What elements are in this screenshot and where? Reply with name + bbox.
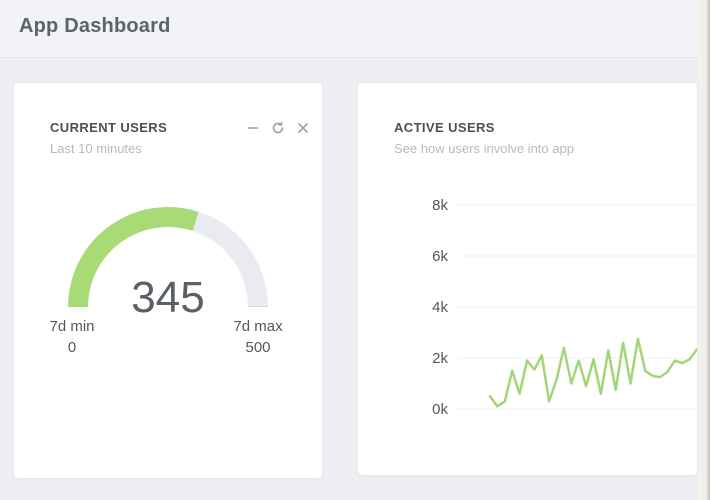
ytick-4k: 4k <box>432 299 448 316</box>
active-users-subtitle: See how users involve into app <box>394 141 574 156</box>
active-users-card: ACTIVE USERS See how users involve into … <box>358 83 697 475</box>
current-users-title: CURRENT USERS <box>50 120 168 135</box>
current-users-subtitle: Last 10 minutes <box>50 141 142 156</box>
ytick-2k: 2k <box>432 350 448 367</box>
current-users-card-header: CURRENT USERS Last 10 minutes <box>50 120 312 156</box>
close-icon[interactable] <box>296 121 310 135</box>
gauge-max-value: 500 <box>245 339 271 356</box>
active-users-title: ACTIVE USERS <box>394 120 495 135</box>
page-title: App Dashboard <box>19 15 171 37</box>
gauge-min-label: 7d min <box>49 318 95 335</box>
minimize-icon[interactable] <box>246 121 260 135</box>
refresh-icon[interactable] <box>271 121 285 135</box>
gauge-min-block: 7d min 0 <box>39 316 105 358</box>
active-users-line <box>488 337 697 408</box>
gauge-min-value: 0 <box>67 339 77 356</box>
card-action-buttons <box>246 121 310 135</box>
active-users-card-header: ACTIVE USERS See how users involve into … <box>394 120 687 156</box>
screenshot-edge <box>699 0 710 500</box>
gauge-max-label: 7d max <box>233 318 283 335</box>
ytick-0k: 0k <box>432 401 448 418</box>
gauge-max-block: 7d max 500 <box>225 316 291 358</box>
ytick-6k: 6k <box>432 248 448 265</box>
active-users-chart: 8k 6k 4k 2k 0k <box>432 197 697 418</box>
ytick-8k: 8k <box>432 197 448 214</box>
gauge-value: 345 <box>131 273 205 322</box>
current-users-card: CURRENT USERS Last 10 minutes <box>14 83 322 478</box>
gauge-progress-arc <box>68 207 268 308</box>
page-header: App Dashboard <box>0 0 710 58</box>
gauge-chart <box>68 207 268 308</box>
